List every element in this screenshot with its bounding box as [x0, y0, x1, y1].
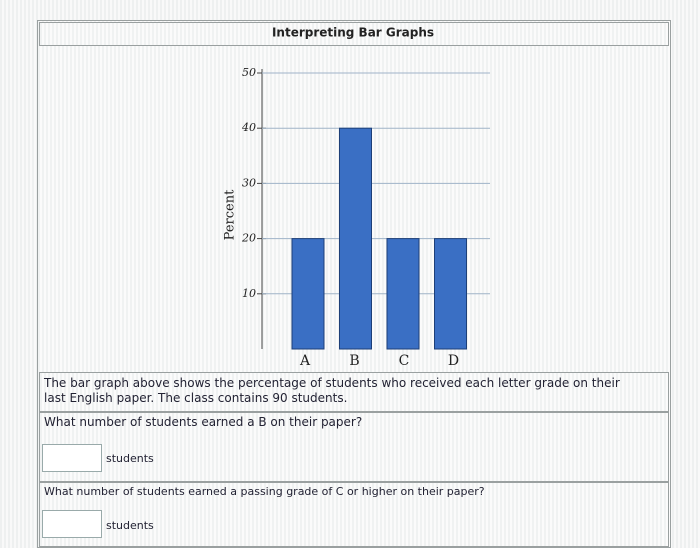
- y-tick-label: 10: [242, 287, 256, 300]
- question: What number of students earned a B on th…: [44, 415, 363, 429]
- y-tick-label: 20: [241, 232, 256, 245]
- x-tick-label: C: [399, 353, 410, 369]
- x-tick-label: A: [299, 353, 311, 369]
- unit-label: students: [106, 452, 154, 465]
- y-axis-label: Percent: [223, 189, 238, 240]
- title-bar: [39, 22, 669, 46]
- y-tick-label: 30: [242, 176, 256, 189]
- y-tick-label: 40: [241, 121, 256, 134]
- bar: [434, 238, 467, 350]
- question: What number of students earned a passing…: [44, 485, 485, 498]
- answer-input[interactable]: [42, 510, 102, 538]
- chart-title: Interpreting Bar Graphs: [272, 26, 434, 40]
- bar: [386, 238, 420, 350]
- x-tick-label: B: [349, 353, 359, 369]
- y-tick-label: 50: [242, 66, 256, 79]
- bar: [339, 127, 372, 350]
- x-tick-label: D: [448, 353, 459, 369]
- unit-label: students: [106, 519, 154, 532]
- chart: Interpreting Bar Graphs Percent 10 20 30 40…: [223, 26, 490, 369]
- bar: [291, 238, 325, 350]
- answer-input[interactable]: [42, 444, 102, 472]
- question-box: [39, 412, 669, 482]
- description: The bar graph above shows the percentage…: [44, 376, 620, 405]
- description-box: [39, 372, 669, 412]
